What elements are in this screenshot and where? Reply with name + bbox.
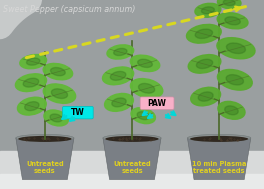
Ellipse shape bbox=[225, 17, 240, 25]
Ellipse shape bbox=[51, 89, 68, 98]
Ellipse shape bbox=[102, 67, 134, 85]
Ellipse shape bbox=[218, 101, 245, 119]
Ellipse shape bbox=[16, 134, 74, 142]
Ellipse shape bbox=[138, 59, 152, 67]
Polygon shape bbox=[16, 138, 74, 180]
Ellipse shape bbox=[196, 59, 213, 69]
Ellipse shape bbox=[217, 13, 248, 29]
Ellipse shape bbox=[227, 43, 246, 53]
Ellipse shape bbox=[198, 92, 213, 101]
Ellipse shape bbox=[17, 97, 46, 115]
Ellipse shape bbox=[105, 136, 159, 142]
Bar bbox=[0, 151, 264, 189]
Ellipse shape bbox=[195, 29, 213, 39]
Text: Sweet Pepper (capsicum annum): Sweet Pepper (capsicum annum) bbox=[3, 5, 135, 14]
Ellipse shape bbox=[218, 0, 241, 9]
Ellipse shape bbox=[18, 136, 72, 142]
Ellipse shape bbox=[50, 67, 65, 76]
Text: 10 min Plasma
treated seeds: 10 min Plasma treated seeds bbox=[192, 161, 246, 174]
Bar bbox=[0, 174, 264, 189]
Bar bbox=[0, 0, 264, 151]
Ellipse shape bbox=[131, 108, 155, 124]
Ellipse shape bbox=[217, 70, 252, 90]
Ellipse shape bbox=[137, 112, 149, 120]
Ellipse shape bbox=[110, 71, 126, 80]
Ellipse shape bbox=[188, 55, 221, 73]
Ellipse shape bbox=[191, 87, 221, 106]
Ellipse shape bbox=[225, 106, 238, 115]
Ellipse shape bbox=[186, 24, 221, 43]
Ellipse shape bbox=[50, 114, 62, 122]
Ellipse shape bbox=[195, 3, 221, 17]
Ellipse shape bbox=[15, 74, 46, 92]
Ellipse shape bbox=[105, 93, 133, 111]
Ellipse shape bbox=[44, 110, 68, 126]
Ellipse shape bbox=[139, 84, 155, 93]
Ellipse shape bbox=[26, 58, 40, 65]
Ellipse shape bbox=[107, 45, 134, 59]
Text: Untreated
seeds: Untreated seeds bbox=[26, 161, 64, 174]
Ellipse shape bbox=[223, 0, 235, 6]
Ellipse shape bbox=[20, 54, 46, 69]
Polygon shape bbox=[187, 138, 251, 180]
Ellipse shape bbox=[226, 75, 244, 85]
Ellipse shape bbox=[23, 78, 39, 87]
Ellipse shape bbox=[103, 134, 161, 142]
Ellipse shape bbox=[43, 64, 73, 80]
FancyBboxPatch shape bbox=[140, 97, 174, 109]
Ellipse shape bbox=[130, 79, 163, 98]
Ellipse shape bbox=[201, 7, 214, 14]
Ellipse shape bbox=[187, 134, 251, 142]
Ellipse shape bbox=[25, 102, 39, 111]
Polygon shape bbox=[103, 138, 161, 180]
Ellipse shape bbox=[217, 38, 255, 59]
Ellipse shape bbox=[114, 48, 127, 56]
Text: TW: TW bbox=[71, 108, 85, 117]
Ellipse shape bbox=[130, 55, 160, 72]
Ellipse shape bbox=[43, 84, 76, 103]
Ellipse shape bbox=[112, 98, 126, 107]
Text: PAW: PAW bbox=[148, 98, 167, 108]
Text: Untreated
seeds: Untreated seeds bbox=[113, 161, 151, 174]
Ellipse shape bbox=[190, 136, 248, 142]
FancyBboxPatch shape bbox=[63, 106, 93, 119]
